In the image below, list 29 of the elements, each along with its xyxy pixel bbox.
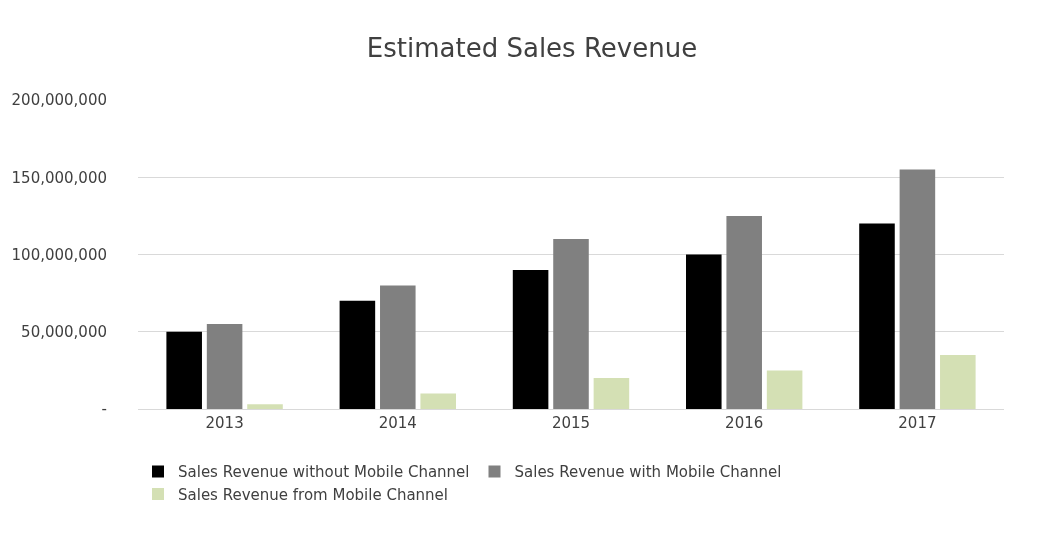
y-tick-label: 50,000,000 <box>21 323 107 341</box>
bar <box>247 404 283 409</box>
legend-label: Sales Revenue from Mobile Channel <box>178 485 449 504</box>
bar <box>166 331 202 409</box>
bar <box>593 378 630 409</box>
bar <box>726 215 762 409</box>
bar <box>899 169 936 409</box>
x-tick-label: 2016 <box>725 414 764 432</box>
bar <box>380 285 416 409</box>
bar <box>206 324 243 409</box>
bar <box>512 269 549 409</box>
bar <box>553 239 589 409</box>
x-tick-label: 2013 <box>205 414 244 432</box>
y-tick-label: 100,000,000 <box>11 245 107 264</box>
legend-label: Sales Revenue with Mobile Channel <box>514 463 782 482</box>
bar <box>940 354 976 409</box>
bar <box>339 300 376 409</box>
y-tick-label: 200,000,000 <box>11 91 107 110</box>
x-tick-label: 2015 <box>551 414 591 432</box>
y-tick-label: - <box>101 400 107 419</box>
y-tick-label: 150,000,000 <box>11 168 107 187</box>
bar <box>766 370 803 409</box>
bar <box>420 393 456 409</box>
legend-label: Sales Revenue without Mobile Channel <box>178 463 470 482</box>
bar <box>686 254 722 409</box>
chart-title: Estimated Sales Revenue <box>366 33 698 64</box>
x-tick-label: 2014 <box>378 414 417 432</box>
bar <box>859 223 895 409</box>
x-tick-label: 2017 <box>898 414 937 432</box>
